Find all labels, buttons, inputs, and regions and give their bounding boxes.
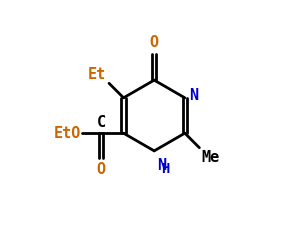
Text: O: O <box>149 35 159 50</box>
Text: Me: Me <box>202 149 220 164</box>
Text: EtO: EtO <box>53 126 81 141</box>
Text: N: N <box>189 88 198 103</box>
Text: N: N <box>158 158 167 173</box>
Text: O: O <box>96 162 105 177</box>
Text: Et: Et <box>88 67 106 82</box>
Text: H: H <box>161 162 169 176</box>
Text: C: C <box>97 116 106 131</box>
